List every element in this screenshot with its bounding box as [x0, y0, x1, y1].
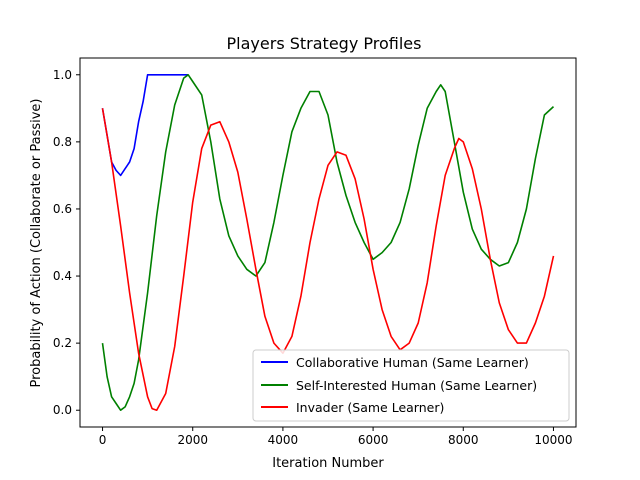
y-axis-ticks: 0.0 0.2 0.4 0.6 0.8 1.0 [53, 68, 80, 417]
x-tick-label: 8000 [448, 433, 479, 447]
y-tick-label: 0.6 [53, 202, 72, 216]
y-tick-label: 0.0 [53, 403, 72, 417]
x-tick-label: 6000 [358, 433, 389, 447]
plot-area-frame [79, 57, 577, 428]
self-interested-human-line [101, 74, 555, 412]
y-tick-label: 0.8 [53, 135, 72, 149]
x-axis-label: Iteration Number [272, 456, 384, 471]
plot-lines [101, 74, 555, 412]
legend-label-invader: Invader (Same Learner) [296, 400, 444, 415]
y-tick-label: 0.4 [53, 269, 72, 283]
x-tick-label: 4000 [268, 433, 299, 447]
chart-title: Players Strategy Profiles [227, 34, 422, 53]
y-tick-label: 1.0 [53, 68, 72, 82]
y-tick-label: 0.2 [53, 336, 72, 350]
legend-label-collaborative-human: Collaborative Human (Same Learner) [296, 355, 529, 370]
x-tick-label: 10000 [534, 433, 572, 447]
x-tick-label: 2000 [177, 433, 208, 447]
y-axis-label: Probability of Action (Collaborate or Pa… [29, 99, 44, 388]
legend: Collaborative Human (Same Learner) Self-… [252, 349, 570, 422]
legend-label-self-interested-human: Self-Interested Human (Same Learner) [296, 378, 537, 393]
invader-line [101, 108, 555, 412]
legend-box [252, 349, 570, 422]
collaborative-human-line [101, 74, 189, 177]
x-axis-ticks: 0 2000 4000 6000 8000 10000 [99, 427, 573, 447]
x-tick-label: 0 [99, 433, 107, 447]
